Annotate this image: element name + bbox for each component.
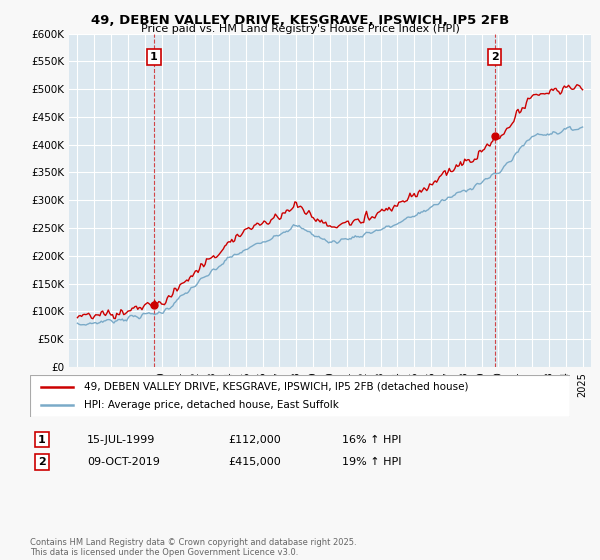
Text: 49, DEBEN VALLEY DRIVE, KESGRAVE, IPSWICH, IP5 2FB: 49, DEBEN VALLEY DRIVE, KESGRAVE, IPSWIC… [91, 14, 509, 27]
Text: HPI: Average price, detached house, East Suffolk: HPI: Average price, detached house, East… [84, 400, 339, 410]
Text: Price paid vs. HM Land Registry's House Price Index (HPI): Price paid vs. HM Land Registry's House … [140, 24, 460, 34]
Text: £415,000: £415,000 [228, 457, 281, 467]
Text: 49, DEBEN VALLEY DRIVE, KESGRAVE, IPSWICH, IP5 2FB (detached house): 49, DEBEN VALLEY DRIVE, KESGRAVE, IPSWIC… [84, 382, 469, 392]
Text: 15-JUL-1999: 15-JUL-1999 [87, 435, 155, 445]
Text: 2: 2 [38, 457, 46, 467]
Text: 09-OCT-2019: 09-OCT-2019 [87, 457, 160, 467]
Text: 19% ↑ HPI: 19% ↑ HPI [342, 457, 401, 467]
Text: £112,000: £112,000 [228, 435, 281, 445]
Text: 1: 1 [150, 52, 158, 62]
Text: 2: 2 [491, 52, 499, 62]
Text: 16% ↑ HPI: 16% ↑ HPI [342, 435, 401, 445]
Text: Contains HM Land Registry data © Crown copyright and database right 2025.
This d: Contains HM Land Registry data © Crown c… [30, 538, 356, 557]
Text: 1: 1 [38, 435, 46, 445]
